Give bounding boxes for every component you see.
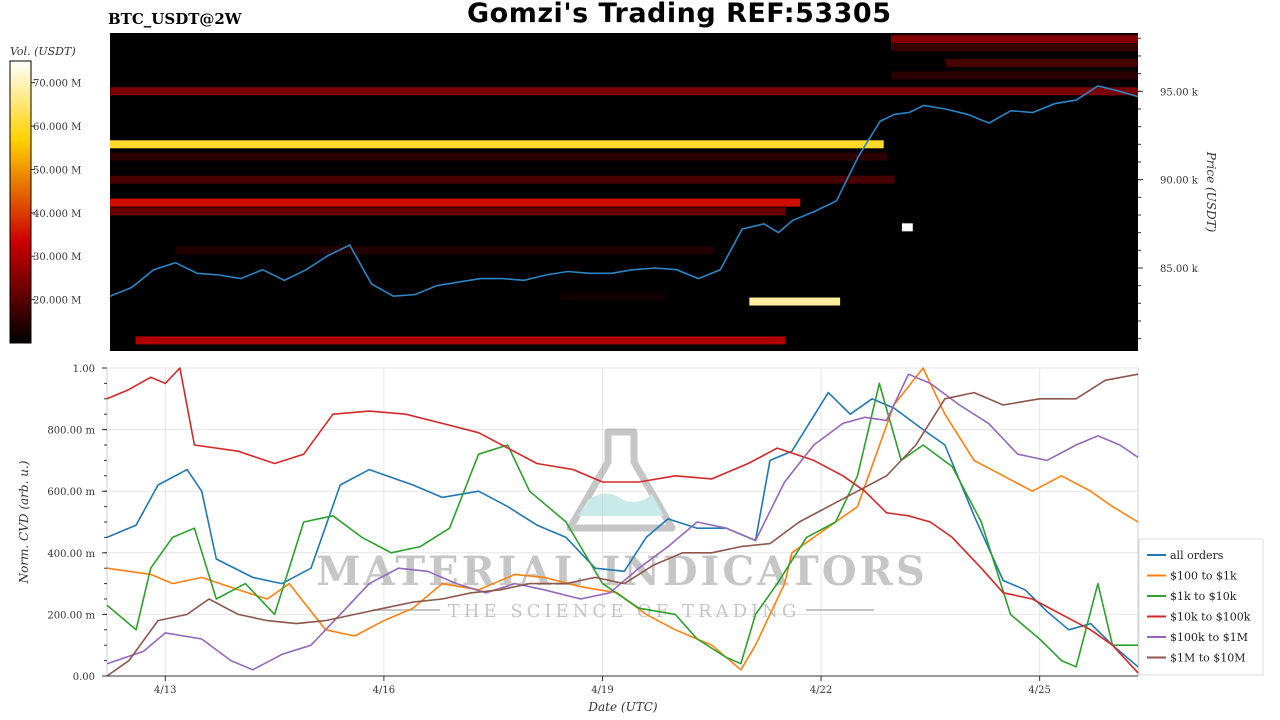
series-line--100-to-1k [106,367,1139,671]
price-line [109,85,1139,298]
page-title: Gomzi's Trading REF:53305 [467,0,892,29]
heatmap-level-2 [945,59,1138,68]
colorbar-tick-label: 70.000 M [33,79,81,90]
price-tick-label: 85.00 k [1160,264,1199,275]
heatmap-level-3 [890,71,1138,80]
legend-label: $100k to $1M [1170,631,1248,644]
price-axis-label: Price (USDT) [1204,151,1218,233]
x-tick-label: 4/25 [1028,685,1050,696]
heatmap-level-12 [560,292,666,301]
series-line-all-orders [106,391,1139,668]
heatmap-background [110,33,1138,351]
cvd-y-tick-label: 600.00 m [47,487,95,498]
colorbar-tick-label: 20.000 M [33,296,81,307]
cvd-y-tick-label: 0.00 [73,672,95,683]
legend-label: $10k to $100k [1170,611,1251,624]
heatmap-level-7 [110,175,895,184]
heatmap-level-1 [890,43,1138,52]
x-tick-label: 4/22 [810,685,832,696]
heatmap-level-11 [175,246,713,255]
heatmap-level-10 [901,223,913,232]
cvd-y-axis-label: Norm. CVD (arb. u.) [17,460,31,584]
colorbar-tick-label: 60.000 M [33,122,81,133]
legend-label: $1M to $10M [1170,652,1246,665]
series-line--1k-to-10k [106,382,1138,668]
cvd-y-tick-label: 800.00 m [47,426,95,437]
colorbar-label: Vol. (USDT) [10,45,76,58]
legend-label: $100 to $1k [1170,570,1237,583]
heatmap-level-4 [110,87,1138,96]
x-axis-label: Date (UTC) [587,700,657,714]
legend-label: $1k to $10k [1170,590,1237,603]
legend [1138,538,1264,676]
series-line--10k-to-100k [106,367,1139,674]
symbol-label: BTC_USDT@2W [108,10,242,28]
heatmap-level-9 [110,207,786,216]
colorbar-tick-label: 40.000 M [33,209,81,220]
watermark-tagline: THE SCIENCE OF TRADING [448,601,801,622]
legend-label: all orders [1170,549,1224,562]
x-tick-label: 4/16 [373,685,395,696]
cvd-plot-area [106,367,1139,677]
series-line--100k-to-1m [106,373,1139,671]
heatmap-level-5 [110,140,884,149]
cvd-y-tick-label: 200.00 m [47,610,95,621]
price-tick-label: 90.00 k [1160,176,1199,187]
x-tick-label: 4/19 [591,685,613,696]
colorbar-tick-label: 30.000 M [33,252,81,263]
heatmap-level-14 [135,336,786,345]
colorbar [9,60,32,344]
heatmap-level-13 [749,297,841,306]
heatmap-level-8 [110,198,801,207]
series-line--1m-to-10m [106,373,1139,677]
x-tick-label: 4/13 [154,685,176,696]
cvd-y-tick-label: 400.00 m [47,549,95,560]
price-tick-label: 95.00 k [1160,87,1199,98]
heatmap-level-0 [890,35,1138,44]
cvd-y-tick-label: 1.00 [73,364,95,375]
heatmap-level-6 [110,152,888,161]
flask-icon [566,428,676,532]
colorbar-tick-label: 50.000 M [33,165,81,176]
